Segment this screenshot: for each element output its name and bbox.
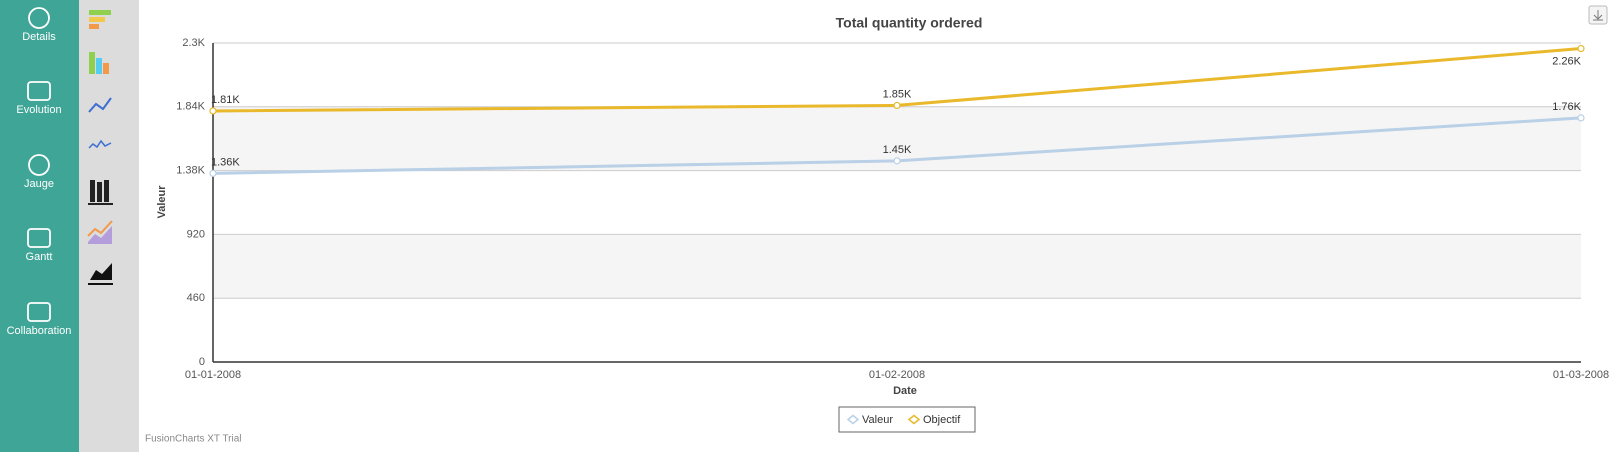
sidebar-icon xyxy=(28,154,50,176)
sidebar-label: Details xyxy=(22,31,56,43)
icon-bar[interactable] xyxy=(89,17,105,22)
data-point xyxy=(893,157,901,165)
y-tick-label: 920 xyxy=(187,228,205,240)
data-label: 1.81K xyxy=(211,94,240,106)
sidebar-label: Evolution xyxy=(16,104,61,116)
chart-type-toolbar xyxy=(79,0,139,452)
data-label: 1.85K xyxy=(883,88,912,100)
data-label: 1.76K xyxy=(1552,101,1581,113)
series-line xyxy=(212,47,1582,113)
data-point xyxy=(209,107,217,115)
icon-column[interactable] xyxy=(89,52,109,74)
legend-label: Valeur xyxy=(862,414,893,426)
x-axis-title: Date xyxy=(893,385,917,397)
x-tick-label: 01-01-2008 xyxy=(185,369,241,381)
sidebar-icon xyxy=(27,228,51,248)
sidebar-icon xyxy=(28,7,50,29)
sidebar-item[interactable]: Collaboration xyxy=(7,302,72,337)
icon-stack[interactable] xyxy=(88,180,113,205)
sidebar-item[interactable]: Evolution xyxy=(16,81,62,116)
sidebar-label: Collaboration xyxy=(7,325,72,337)
y-tick-label: 2.3K xyxy=(182,37,205,49)
y-axis-title: Valeur xyxy=(156,185,168,219)
legend-item[interactable]: Objectif xyxy=(907,414,961,426)
toolbar-icons xyxy=(87,10,113,285)
legend: Valeur Objectif xyxy=(838,406,976,433)
sidebar-item[interactable]: Gantt xyxy=(26,228,53,263)
sidebar xyxy=(0,0,79,452)
icon-filled[interactable] xyxy=(90,263,112,280)
icon-area-line[interactable] xyxy=(88,139,112,149)
data-point xyxy=(1577,114,1585,122)
y-tick-label: 1.38K xyxy=(176,165,205,177)
sidebar-item[interactable]: Jauge xyxy=(24,154,54,190)
legend-marker xyxy=(846,414,860,425)
x-tick-label: 01-03-2008 xyxy=(1553,369,1609,381)
data-label: 1.36K xyxy=(211,156,240,168)
icon-area[interactable] xyxy=(88,226,112,244)
chart-title: Total quantity ordered xyxy=(836,15,983,31)
icon-bar[interactable] xyxy=(89,24,99,29)
x-tick-label: 01-02-2008 xyxy=(869,369,925,381)
legend-marker xyxy=(907,414,921,425)
legend-box xyxy=(838,406,976,433)
watermark: FusionCharts XT Trial xyxy=(145,434,242,445)
icon-area xyxy=(87,220,113,237)
download-button[interactable] xyxy=(1588,5,1608,25)
sidebar-label: Gantt xyxy=(26,251,53,263)
data-point xyxy=(893,101,901,110)
data-label: 1.45K xyxy=(883,144,912,156)
y-tick-label: 1.84K xyxy=(176,101,205,113)
y-tick-label: 460 xyxy=(187,292,205,304)
y-tick-label: 0 xyxy=(199,356,205,368)
sidebar-icon xyxy=(27,81,51,101)
plot-band xyxy=(213,234,1581,299)
sidebar-item[interactable]: Details xyxy=(22,7,56,43)
data-point xyxy=(1577,44,1585,53)
data-point xyxy=(209,169,217,177)
legend-item[interactable]: Valeur xyxy=(846,414,893,426)
sidebar-icon xyxy=(27,302,51,322)
icon-line[interactable] xyxy=(88,97,112,113)
sidebar-label: Jauge xyxy=(24,178,54,190)
icon-bar[interactable] xyxy=(89,10,111,15)
data-label: 2.26K xyxy=(1552,55,1581,67)
legend-label: Objectif xyxy=(923,414,961,426)
